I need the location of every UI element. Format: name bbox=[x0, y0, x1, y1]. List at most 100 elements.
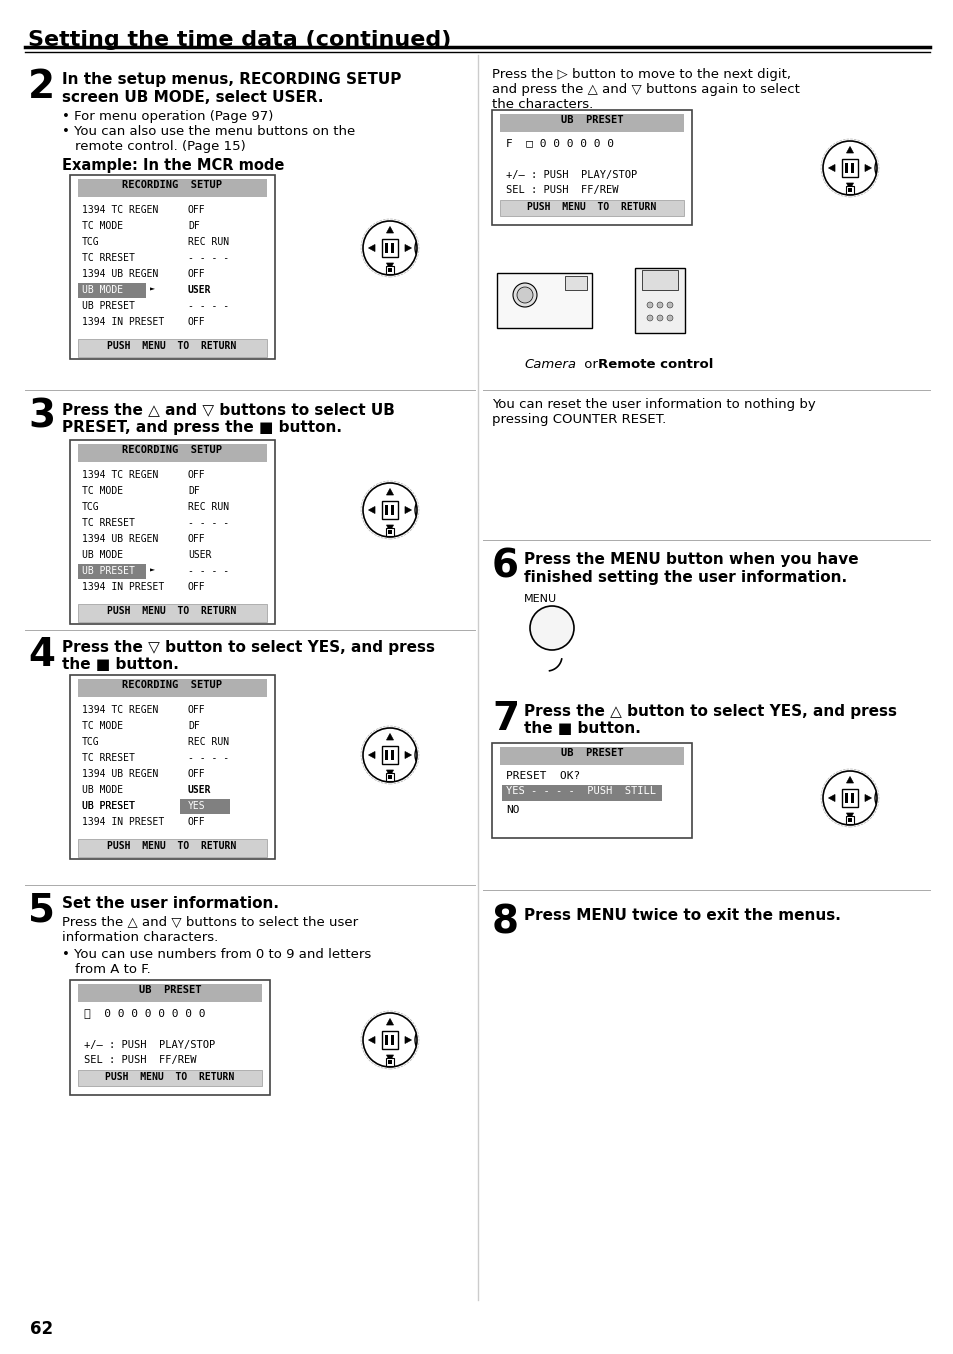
Bar bbox=[564, 276, 586, 290]
Text: Press the △ and ▽ buttons to select the user: Press the △ and ▽ buttons to select the … bbox=[62, 917, 357, 929]
Text: DF: DF bbox=[188, 720, 199, 731]
Text: OFF: OFF bbox=[188, 204, 206, 215]
Bar bbox=[381, 746, 397, 764]
Text: PUSH  MENU  TO  RETURN: PUSH MENU TO RETURN bbox=[108, 341, 236, 351]
Text: OFF: OFF bbox=[188, 470, 206, 481]
Polygon shape bbox=[827, 164, 834, 172]
Text: 1394 UB REGEN: 1394 UB REGEN bbox=[82, 269, 158, 279]
Text: the characters.: the characters. bbox=[492, 97, 593, 111]
Polygon shape bbox=[845, 183, 853, 190]
Text: 1394 TC REGEN: 1394 TC REGEN bbox=[82, 204, 158, 215]
Bar bbox=[501, 785, 661, 802]
Bar bbox=[386, 265, 394, 274]
Polygon shape bbox=[405, 1037, 411, 1044]
Bar bbox=[492, 110, 691, 225]
Bar bbox=[78, 565, 146, 580]
Text: In the setup menus, RECORDING SETUP: In the setup menus, RECORDING SETUP bbox=[62, 72, 401, 87]
Text: finished setting the user information.: finished setting the user information. bbox=[523, 570, 846, 585]
Bar bbox=[841, 158, 857, 177]
Text: UB  PRESET: UB PRESET bbox=[560, 115, 622, 125]
Text: TC RRESET: TC RRESET bbox=[82, 253, 134, 263]
Bar bbox=[78, 283, 146, 298]
Text: Setting the time data (continued): Setting the time data (continued) bbox=[28, 30, 451, 50]
Text: 4: 4 bbox=[28, 636, 55, 674]
Polygon shape bbox=[386, 489, 393, 496]
Text: TC RRESET: TC RRESET bbox=[82, 753, 134, 764]
Text: Press the ▽ button to select YES, and press: Press the ▽ button to select YES, and pr… bbox=[62, 640, 435, 655]
Bar bbox=[499, 200, 683, 217]
Polygon shape bbox=[864, 795, 871, 802]
Text: DF: DF bbox=[188, 221, 199, 232]
Text: You can reset the user information to nothing by: You can reset the user information to no… bbox=[492, 398, 815, 412]
Text: 3: 3 bbox=[28, 398, 55, 436]
Bar bbox=[847, 187, 851, 191]
Text: UB PRESET: UB PRESET bbox=[82, 301, 134, 311]
Text: 7: 7 bbox=[492, 700, 518, 738]
Polygon shape bbox=[405, 245, 411, 252]
Bar bbox=[635, 268, 684, 333]
Bar bbox=[388, 268, 392, 272]
Text: ►: ► bbox=[150, 566, 154, 575]
Polygon shape bbox=[845, 146, 853, 153]
Bar bbox=[78, 604, 267, 621]
Bar bbox=[499, 747, 683, 765]
Polygon shape bbox=[368, 245, 375, 252]
Circle shape bbox=[530, 607, 574, 650]
Text: ｆ  0 0 0 0 0 0 0 0: ｆ 0 0 0 0 0 0 0 0 bbox=[84, 1007, 205, 1018]
Text: UB PRESET: UB PRESET bbox=[82, 802, 134, 811]
Text: RECORDING  SETUP: RECORDING SETUP bbox=[122, 680, 222, 691]
Text: 1394 IN PRESET: 1394 IN PRESET bbox=[82, 317, 164, 328]
Text: 2: 2 bbox=[28, 68, 55, 106]
Polygon shape bbox=[386, 226, 393, 233]
Text: • For menu operation (Page 97): • For menu operation (Page 97) bbox=[62, 110, 274, 123]
Bar bbox=[70, 676, 274, 858]
Text: REC RUN: REC RUN bbox=[188, 237, 229, 246]
Text: - - - -: - - - - bbox=[188, 753, 229, 764]
Text: TCG: TCG bbox=[82, 502, 99, 512]
Bar bbox=[78, 839, 267, 857]
Text: OFF: OFF bbox=[188, 816, 206, 827]
Text: PRESET, and press the ■ button.: PRESET, and press the ■ button. bbox=[62, 420, 341, 435]
Text: and press the △ and ▽ buttons again to select: and press the △ and ▽ buttons again to s… bbox=[492, 83, 799, 96]
Text: information characters.: information characters. bbox=[62, 932, 218, 944]
Polygon shape bbox=[386, 734, 393, 741]
Bar bbox=[391, 242, 395, 253]
Text: ►: ► bbox=[150, 284, 154, 294]
Circle shape bbox=[646, 302, 652, 307]
Text: • You can also use the menu buttons on the: • You can also use the menu buttons on t… bbox=[62, 125, 355, 138]
Text: NO: NO bbox=[505, 806, 519, 815]
Text: from A to F.: from A to F. bbox=[75, 963, 151, 976]
Bar bbox=[844, 162, 847, 173]
Bar bbox=[180, 799, 230, 814]
Bar bbox=[841, 789, 857, 807]
Text: REC RUN: REC RUN bbox=[188, 502, 229, 512]
Text: OFF: OFF bbox=[188, 317, 206, 328]
Bar bbox=[386, 773, 394, 780]
Text: TCG: TCG bbox=[82, 237, 99, 246]
Text: Press MENU twice to exit the menus.: Press MENU twice to exit the menus. bbox=[523, 909, 840, 923]
Text: pressing COUNTER RESET.: pressing COUNTER RESET. bbox=[492, 413, 665, 427]
Text: Set the user information.: Set the user information. bbox=[62, 896, 278, 911]
Text: 1394 TC REGEN: 1394 TC REGEN bbox=[82, 470, 158, 481]
Text: F  □ 0 0 0 0 0 0: F □ 0 0 0 0 0 0 bbox=[505, 138, 614, 148]
Text: PUSH  MENU  TO  RETURN: PUSH MENU TO RETURN bbox=[527, 202, 656, 213]
Text: 6: 6 bbox=[492, 548, 518, 586]
Text: UB  PRESET: UB PRESET bbox=[560, 747, 622, 758]
Bar bbox=[385, 750, 388, 760]
Text: TC MODE: TC MODE bbox=[82, 221, 123, 232]
Text: OFF: OFF bbox=[188, 269, 206, 279]
Text: OFF: OFF bbox=[188, 582, 206, 592]
Text: PUSH  MENU  TO  RETURN: PUSH MENU TO RETURN bbox=[105, 1072, 234, 1082]
Bar bbox=[78, 1070, 262, 1086]
Text: Remote control: Remote control bbox=[598, 357, 713, 371]
Bar bbox=[844, 793, 847, 803]
Text: UB MODE: UB MODE bbox=[82, 284, 123, 295]
Bar bbox=[70, 175, 274, 359]
Bar bbox=[641, 269, 678, 290]
Text: YES: YES bbox=[188, 802, 206, 811]
Text: 1394 TC REGEN: 1394 TC REGEN bbox=[82, 705, 158, 715]
Bar bbox=[847, 818, 851, 822]
Text: UB PRESET: UB PRESET bbox=[82, 566, 134, 575]
Polygon shape bbox=[845, 776, 853, 783]
Text: the ■ button.: the ■ button. bbox=[523, 720, 640, 737]
